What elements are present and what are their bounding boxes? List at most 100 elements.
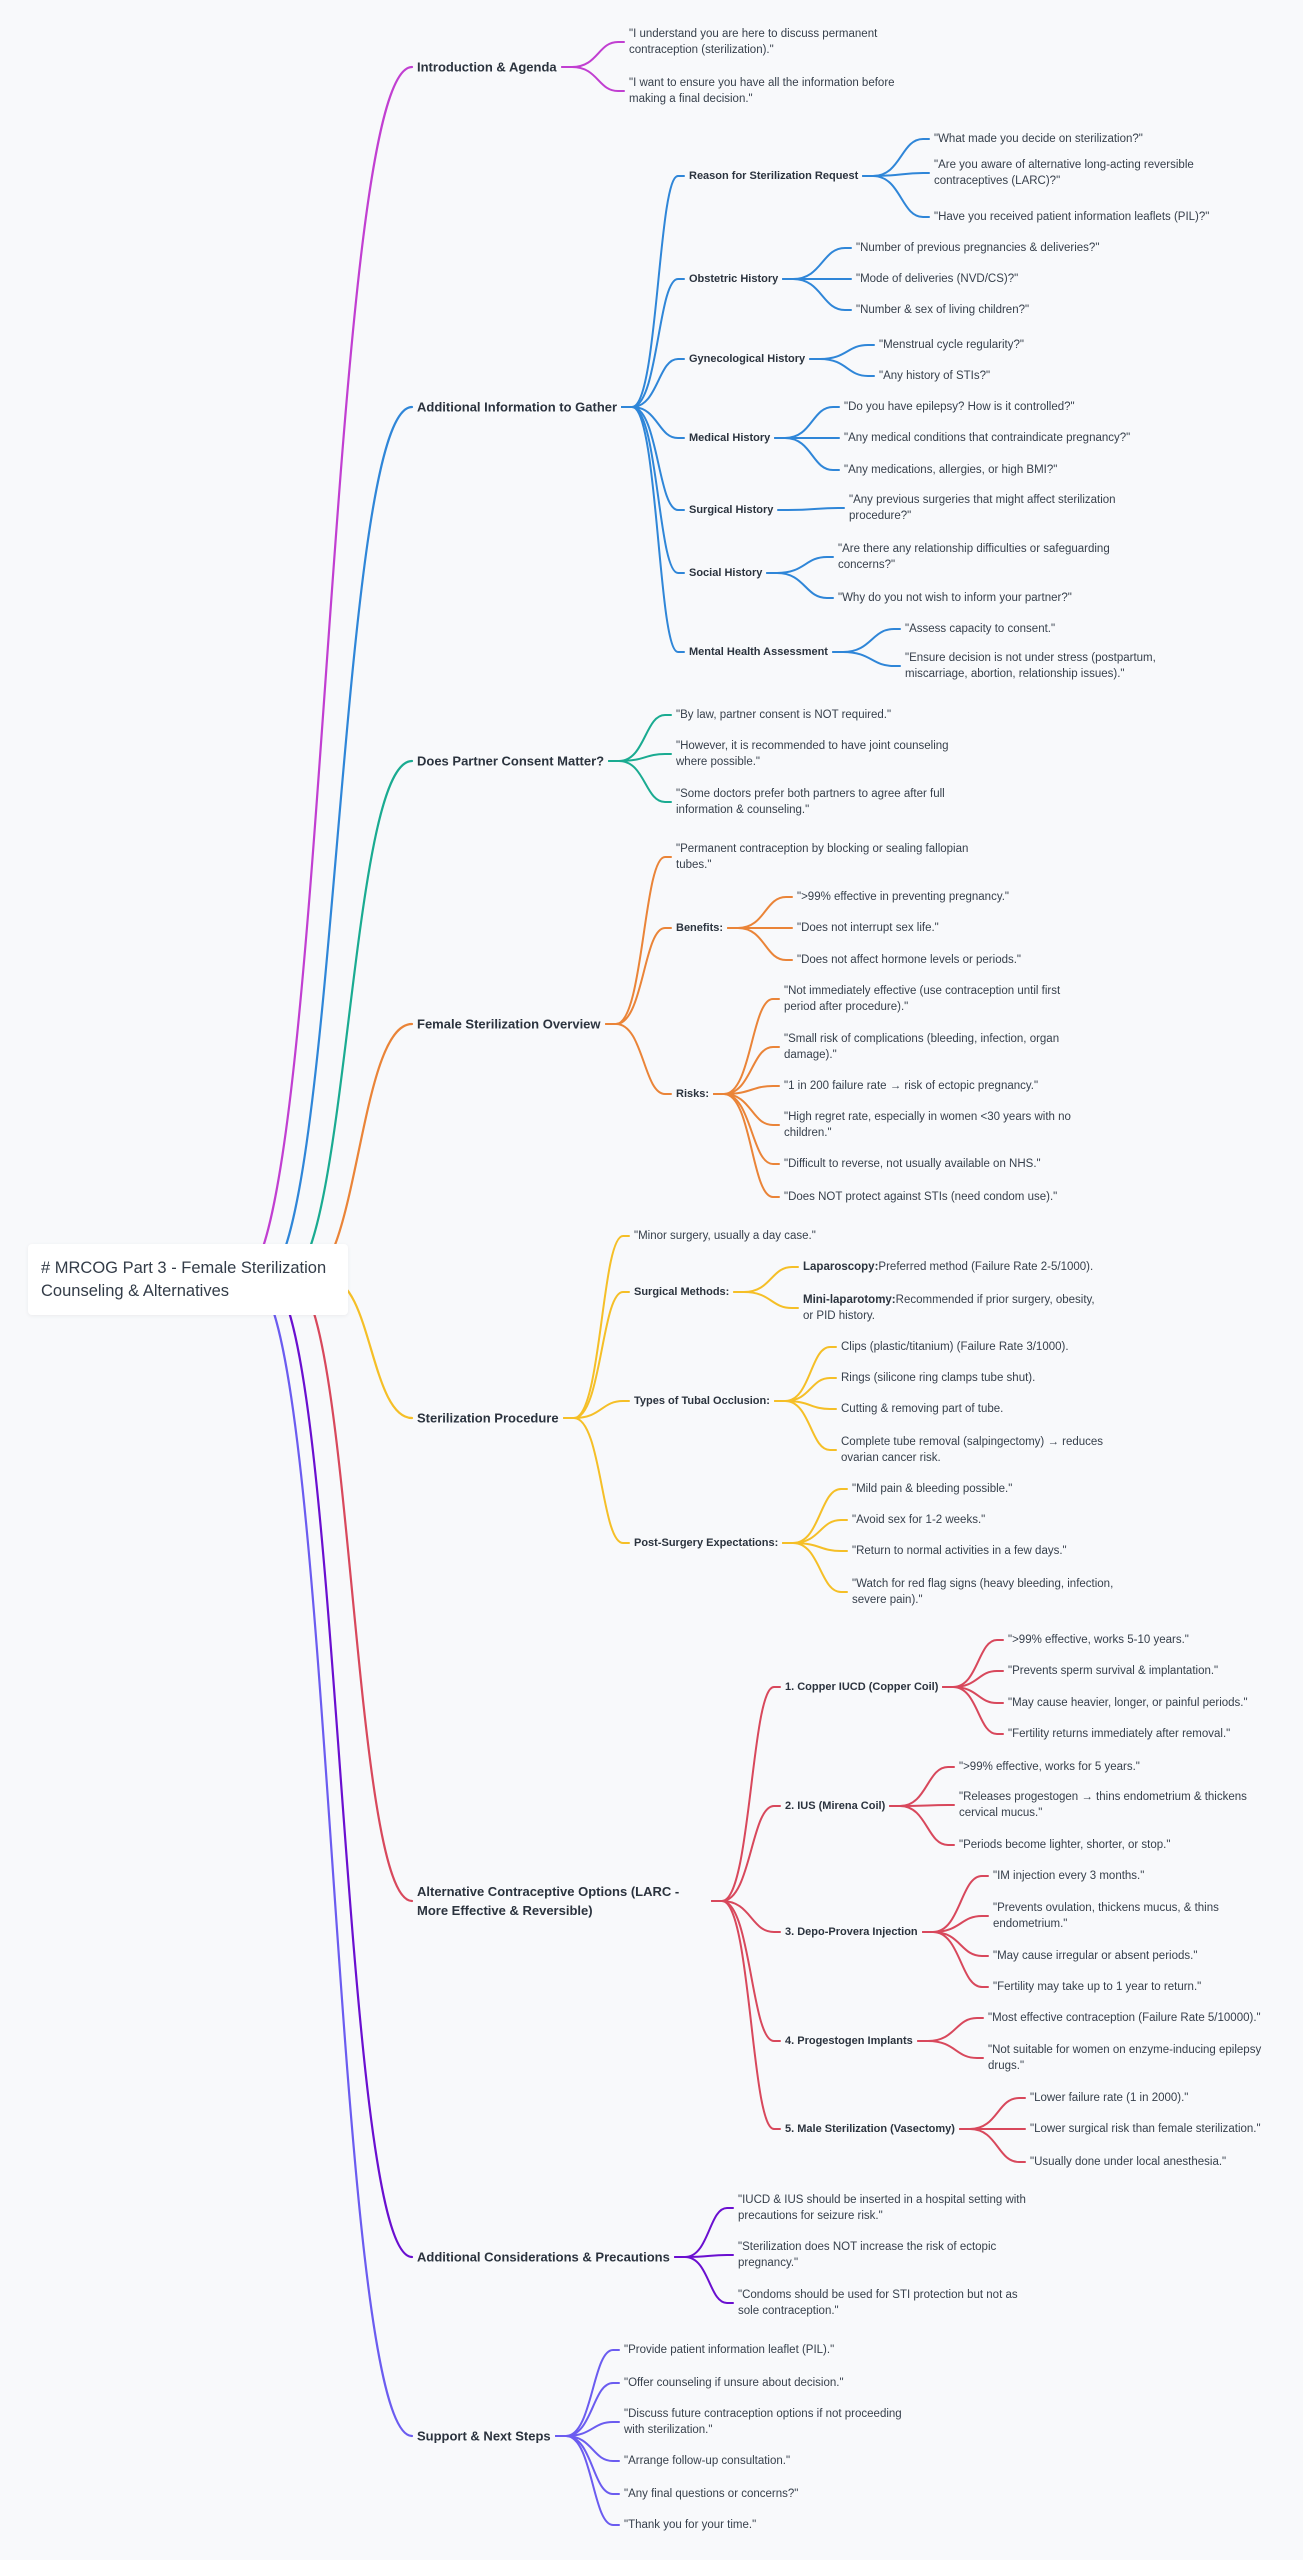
branch-sterilization-procedure[interactable]: Sterilization Procedure — [417, 1409, 559, 1428]
leaf-any-history-of-stis[interactable]: "Any history of STIs?" — [879, 368, 990, 384]
leaf-thank-you-for-your-time[interactable]: "Thank you for your time." — [624, 2517, 756, 2533]
leaf-have-you-received-patient-information-le[interactable]: "Have you received patient information l… — [934, 209, 1209, 225]
leaf-discuss-future-contraception-options-if-[interactable]: "Discuss future contraception options if… — [624, 2406, 924, 2438]
branch-alternative-contraceptive-options-larc-m[interactable]: Alternative Contraceptive Options (LARC … — [417, 1882, 707, 1920]
leaf-fertility-may-take-up-to-1-year-to-retur[interactable]: "Fertility may take up to 1 year to retu… — [993, 1979, 1201, 1995]
leaf-permanent-contraception-by-blocking-or-s[interactable]: "Permanent contraception by blocking or … — [676, 841, 994, 873]
leaf-offer-counseling-if-unsure-about-decisio[interactable]: "Offer counseling if unsure about decisi… — [624, 2375, 844, 2391]
node-label: "Are you aware of alternative long-actin… — [934, 159, 1194, 187]
leaf-i-want-to-ensure-you-have-all-the-inform[interactable]: "I want to ensure you have all the infor… — [629, 75, 929, 107]
leaf-lower-failure-rate-1-in-2000[interactable]: "Lower failure rate (1 in 2000)." — [1030, 2090, 1188, 2106]
leaf-periods-become-lighter-shorter-or-stop[interactable]: "Periods become lighter, shorter, or sto… — [959, 1837, 1170, 1853]
leaf-small-risk-of-complications-bleeding-inf[interactable]: "Small risk of complications (bleeding, … — [784, 1031, 1074, 1063]
leaf-99-effective-works-for-5-years[interactable]: ">99% effective, works for 5 years." — [959, 1759, 1140, 1775]
branch-additional-considerations-precautions[interactable]: Additional Considerations & Precautions — [417, 2248, 670, 2267]
leaf-any-final-questions-or-concerns[interactable]: "Any final questions or concerns?" — [624, 2486, 798, 2502]
leaf-number-of-previous-pregnancies-deliverie[interactable]: "Number of previous pregnancies & delive… — [856, 240, 1099, 256]
leaf-mode-of-deliveries-nvd-cs[interactable]: "Mode of deliveries (NVD/CS)?" — [856, 271, 1018, 287]
leaf-provide-patient-information-leaflet-pil[interactable]: "Provide patient information leaflet (PI… — [624, 2342, 834, 2358]
leaf-are-there-any-relationship-difficulties-[interactable]: "Are there any relationship difficulties… — [838, 541, 1128, 573]
leaf-cutting-removing-part-of-tube[interactable]: Cutting & removing part of tube. — [841, 1401, 1003, 1417]
leaf-prevents-ovulation-thickens-mucus-thins-[interactable]: "Prevents ovulation, thickens mucus, & t… — [993, 1900, 1283, 1932]
topic-5-male-sterilization-vasectomy[interactable]: 5. Male Sterilization (Vasectomy) — [785, 2121, 955, 2137]
leaf-laparoscopy-preferred-method-failure-rat[interactable]: Laparoscopy:Preferred method (Failure Ra… — [803, 1259, 1093, 1275]
leaf-rings-silicone-ring-clamps-tube-shut[interactable]: Rings (silicone ring clamps tube shut). — [841, 1370, 1035, 1386]
leaf-minor-surgery-usually-a-day-case[interactable]: "Minor surgery, usually a day case." — [634, 1228, 816, 1244]
leaf-number-sex-of-living-children[interactable]: "Number & sex of living children?" — [856, 302, 1029, 318]
leaf-what-made-you-decide-on-sterilization[interactable]: "What made you decide on sterilization?" — [934, 131, 1143, 147]
leaf-clips-plastic-titanium-failure-rate-3-10[interactable]: Clips (plastic/titanium) (Failure Rate 3… — [841, 1339, 1069, 1355]
topic-gynecological-history[interactable]: Gynecological History — [689, 351, 805, 367]
leaf-99-effective-in-preventing-pregnancy[interactable]: ">99% effective in preventing pregnancy.… — [797, 889, 1009, 905]
topic-social-history[interactable]: Social History — [689, 565, 762, 581]
leaf-im-injection-every-3-months[interactable]: "IM injection every 3 months." — [993, 1868, 1144, 1884]
leaf-may-cause-heavier-longer-or-painful-peri[interactable]: "May cause heavier, longer, or painful p… — [1008, 1695, 1248, 1711]
leaf-however-it-is-recommended-to-have-joint-[interactable]: "However, it is recommended to have join… — [676, 738, 966, 770]
leaf-any-medications-allergies-or-high-bmi[interactable]: "Any medications, allergies, or high BMI… — [844, 462, 1057, 478]
node-label: "Mild pain & bleeding possible." — [852, 1483, 1013, 1495]
leaf-prevents-sperm-survival-implantation[interactable]: "Prevents sperm survival & implantation.… — [1008, 1663, 1218, 1679]
leaf-not-suitable-for-women-on-enzyme-inducin[interactable]: "Not suitable for women on enzyme-induci… — [988, 2042, 1288, 2074]
leaf-i-understand-you-are-here-to-discuss-per[interactable]: "I understand you are here to discuss pe… — [629, 26, 929, 58]
branch-link — [621, 406, 685, 439]
leaf-condoms-should-be-used-for-sti-protectio[interactable]: "Condoms should be used for STI protecti… — [738, 2287, 1028, 2319]
leaf-by-law-partner-consent-is-not-required[interactable]: "By law, partner consent is NOT required… — [676, 707, 891, 723]
leaf-some-doctors-prefer-both-partners-to-agr[interactable]: "Some doctors prefer both partners to ag… — [676, 786, 976, 818]
root-node[interactable]: # MRCOG Part 3 - Female Sterilization Co… — [28, 1244, 348, 1315]
topic-mental-health-assessment[interactable]: Mental Health Assessment — [689, 644, 828, 660]
leaf-does-not-affect-hormone-levels-or-period[interactable]: "Does not affect hormone levels or perio… — [797, 952, 1021, 968]
branch-female-sterilization-overview[interactable]: Female Sterilization Overview — [417, 1015, 601, 1034]
topic-3-depo-provera-injection[interactable]: 3. Depo-Provera Injection — [785, 1924, 918, 1940]
leaf-fertility-returns-immediately-after-remo[interactable]: "Fertility returns immediately after rem… — [1008, 1726, 1230, 1742]
leaf-complete-tube-removal-salpingectomy-redu[interactable]: Complete tube removal (salpingectomy) → … — [841, 1434, 1141, 1466]
branch-link — [674, 2207, 734, 2258]
leaf-does-not-interrupt-sex-life[interactable]: "Does not interrupt sex life." — [797, 920, 939, 936]
topic-risks[interactable]: Risks: — [676, 1086, 709, 1102]
topic-4-progestogen-implants[interactable]: 4. Progestogen Implants — [785, 2033, 913, 2049]
branch-link — [889, 1766, 955, 1807]
leaf-sterilization-does-not-increase-the-risk[interactable]: "Sterilization does NOT increase the ris… — [738, 2239, 1038, 2271]
branch-does-partner-consent-matter[interactable]: Does Partner Consent Matter? — [417, 752, 604, 771]
leaf-do-you-have-epilepsy-how-is-it-controlle[interactable]: "Do you have epilepsy? How is it control… — [844, 399, 1075, 415]
topic-obstetric-history[interactable]: Obstetric History — [689, 271, 778, 287]
topic-surgical-history[interactable]: Surgical History — [689, 502, 773, 518]
leaf-mild-pain-bleeding-possible[interactable]: "Mild pain & bleeding possible." — [852, 1481, 1012, 1497]
leaf-arrange-follow-up-consultation[interactable]: "Arrange follow-up consultation." — [624, 2453, 790, 2469]
leaf-ensure-decision-is-not-under-stress-post[interactable]: "Ensure decision is not under stress (po… — [905, 650, 1205, 682]
branch-support-next-steps[interactable]: Support & Next Steps — [417, 2427, 551, 2446]
topic-2-ius-mirena-coil[interactable]: 2. IUS (Mirena Coil) — [785, 1798, 885, 1814]
topic-reason-for-sterilization-request[interactable]: Reason for Sterilization Request — [689, 168, 858, 184]
leaf-any-medical-conditions-that-contraindica[interactable]: "Any medical conditions that contraindic… — [844, 430, 1130, 446]
leaf-lower-surgical-risk-than-female-steriliz[interactable]: "Lower surgical risk than female sterili… — [1030, 2121, 1261, 2137]
leaf-most-effective-contraception-failure-rat[interactable]: "Most effective contraception (Failure R… — [988, 2010, 1261, 2026]
node-label: "Usually done under local anesthesia." — [1030, 2156, 1227, 2168]
topic-benefits[interactable]: Benefits: — [676, 920, 723, 936]
topic-types-of-tubal-occlusion[interactable]: Types of Tubal Occlusion: — [634, 1393, 770, 1409]
leaf-not-immediately-effective-use-contracept[interactable]: "Not immediately effective (use contrace… — [784, 983, 1074, 1015]
leaf-are-you-aware-of-alternative-long-acting[interactable]: "Are you aware of alternative long-actin… — [934, 157, 1252, 189]
topic-medical-history[interactable]: Medical History — [689, 430, 770, 446]
leaf-1-in-200-failure-rate-risk-of-ectopic-pr[interactable]: "1 in 200 failure rate → risk of ectopic… — [784, 1078, 1038, 1094]
leaf-watch-for-red-flag-signs-heavy-bleeding-[interactable]: "Watch for red flag signs (heavy bleedin… — [852, 1576, 1142, 1608]
leaf-mini-laparotomy-recommended-if-prior-sur[interactable]: Mini-laparotomy:Recommended if prior sur… — [803, 1292, 1103, 1324]
topic-1-copper-iucd-copper-coil[interactable]: 1. Copper IUCD (Copper Coil) — [785, 1679, 938, 1695]
leaf-usually-done-under-local-anesthesia[interactable]: "Usually done under local anesthesia." — [1030, 2154, 1226, 2170]
leaf-return-to-normal-activities-in-a-few-day[interactable]: "Return to normal activities in a few da… — [852, 1543, 1067, 1559]
branch-introduction-agenda[interactable]: Introduction & Agenda — [417, 58, 557, 77]
leaf-iucd-ius-should-be-inserted-in-a-hospita[interactable]: "IUCD & IUS should be inserted in a hosp… — [738, 2192, 1038, 2224]
leaf-assess-capacity-to-consent[interactable]: "Assess capacity to consent." — [905, 621, 1055, 637]
leaf-difficult-to-reverse-not-usually-availab[interactable]: "Difficult to reverse, not usually avail… — [784, 1156, 1041, 1172]
leaf-avoid-sex-for-1-2-weeks[interactable]: "Avoid sex for 1-2 weeks." — [852, 1512, 985, 1528]
leaf-does-not-protect-against-stis-need-condo[interactable]: "Does NOT protect against STIs (need con… — [784, 1189, 1057, 1205]
leaf-releases-progestogen-thins-endometrium-t[interactable]: "Releases progestogen → thins endometriu… — [959, 1789, 1269, 1821]
leaf-any-previous-surgeries-that-might-affect[interactable]: "Any previous surgeries that might affec… — [849, 492, 1149, 524]
branch-additional-information-to-gather[interactable]: Additional Information to Gather — [417, 398, 617, 417]
leaf-menstrual-cycle-regularity[interactable]: "Menstrual cycle regularity?" — [879, 337, 1024, 353]
leaf-high-regret-rate-especially-in-women-30-[interactable]: "High regret rate, especially in women <… — [784, 1109, 1074, 1141]
leaf-99-effective-works-5-10-years[interactable]: ">99% effective, works 5-10 years." — [1008, 1632, 1189, 1648]
leaf-may-cause-irregular-or-absent-periods[interactable]: "May cause irregular or absent periods." — [993, 1948, 1197, 1964]
leaf-why-do-you-not-wish-to-inform-your-partn[interactable]: "Why do you not wish to inform your part… — [838, 590, 1072, 606]
topic-surgical-methods[interactable]: Surgical Methods: — [634, 1284, 729, 1300]
node-label: Sterilization Procedure — [417, 1410, 559, 1426]
topic-post-surgery-expectations[interactable]: Post-Surgery Expectations: — [634, 1535, 778, 1551]
